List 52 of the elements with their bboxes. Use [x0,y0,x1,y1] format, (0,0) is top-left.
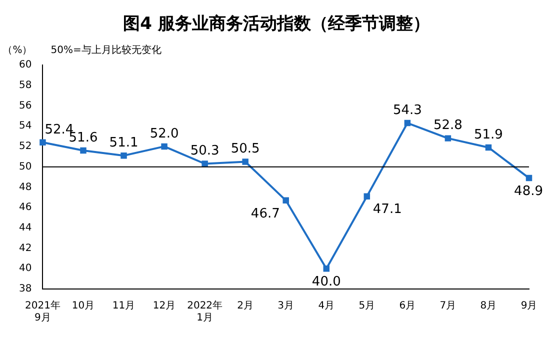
x-tick-label: 10月 [72,300,95,312]
data-label: 48.9 [514,184,544,199]
data-label: 54.3 [392,102,422,118]
x-tick-label: 4月 [318,300,335,312]
point [282,197,289,204]
x-tick-label: 2月 [237,300,254,312]
chart-title: 图4 服务业商务活动指数（经季节调整） [122,13,431,36]
data-label: 51.1 [109,135,138,150]
text: 50%=与上月比较无变化 [50,44,162,56]
point [404,120,411,126]
data-label: 40.0 [312,274,341,290]
point [202,160,208,167]
x-tick-label: 2022年 1月 [187,300,223,324]
x-tick-label: 7月 [440,300,456,312]
point [364,193,370,200]
x-tick-label: 6月 [399,300,416,312]
x-tick-label: 11月 [112,300,136,312]
point [323,266,330,272]
y-tick-label: 58 [18,80,32,91]
y-tick-label: 40 [18,263,32,274]
y-tick-label: 44 [18,222,32,234]
data-label: 52.8 [433,118,462,134]
y-tick-label: 56 [18,100,32,112]
y-tick-label: 42 [18,242,32,254]
point [161,143,168,150]
data-label: 52.0 [150,126,179,142]
y-tick-label: 50 [18,161,32,172]
point [40,139,46,146]
x-tick-label: 3月 [278,300,294,312]
y-tick-label: 52 [18,141,32,152]
y-tick-label: 46 [18,202,32,214]
x-tick-label: 8月 [480,300,497,312]
x-tick-label: 5月 [358,300,376,312]
point [444,135,452,142]
y-axis-title: （%） [2,45,32,56]
point [485,144,492,151]
point [526,174,532,182]
point [80,147,86,154]
data-label: 46.7 [250,206,280,222]
x-tick-label: 2021年 9月 [25,300,60,324]
y-tick-label: 60 [18,60,32,71]
point [242,158,248,165]
y-tick-label: 54 [18,120,32,132]
y-tick-label: 38 [18,284,32,295]
y-tick-label: 48 [18,182,32,193]
x-tick-label: 12月 [152,300,176,312]
data-label: 51.9 [474,127,503,142]
data-label: 50.3 [190,144,220,159]
point [120,152,127,159]
data-label: 50.5 [230,142,260,157]
x-tick-label: 9月 [520,300,538,312]
data-label: 47.1 [372,202,402,218]
